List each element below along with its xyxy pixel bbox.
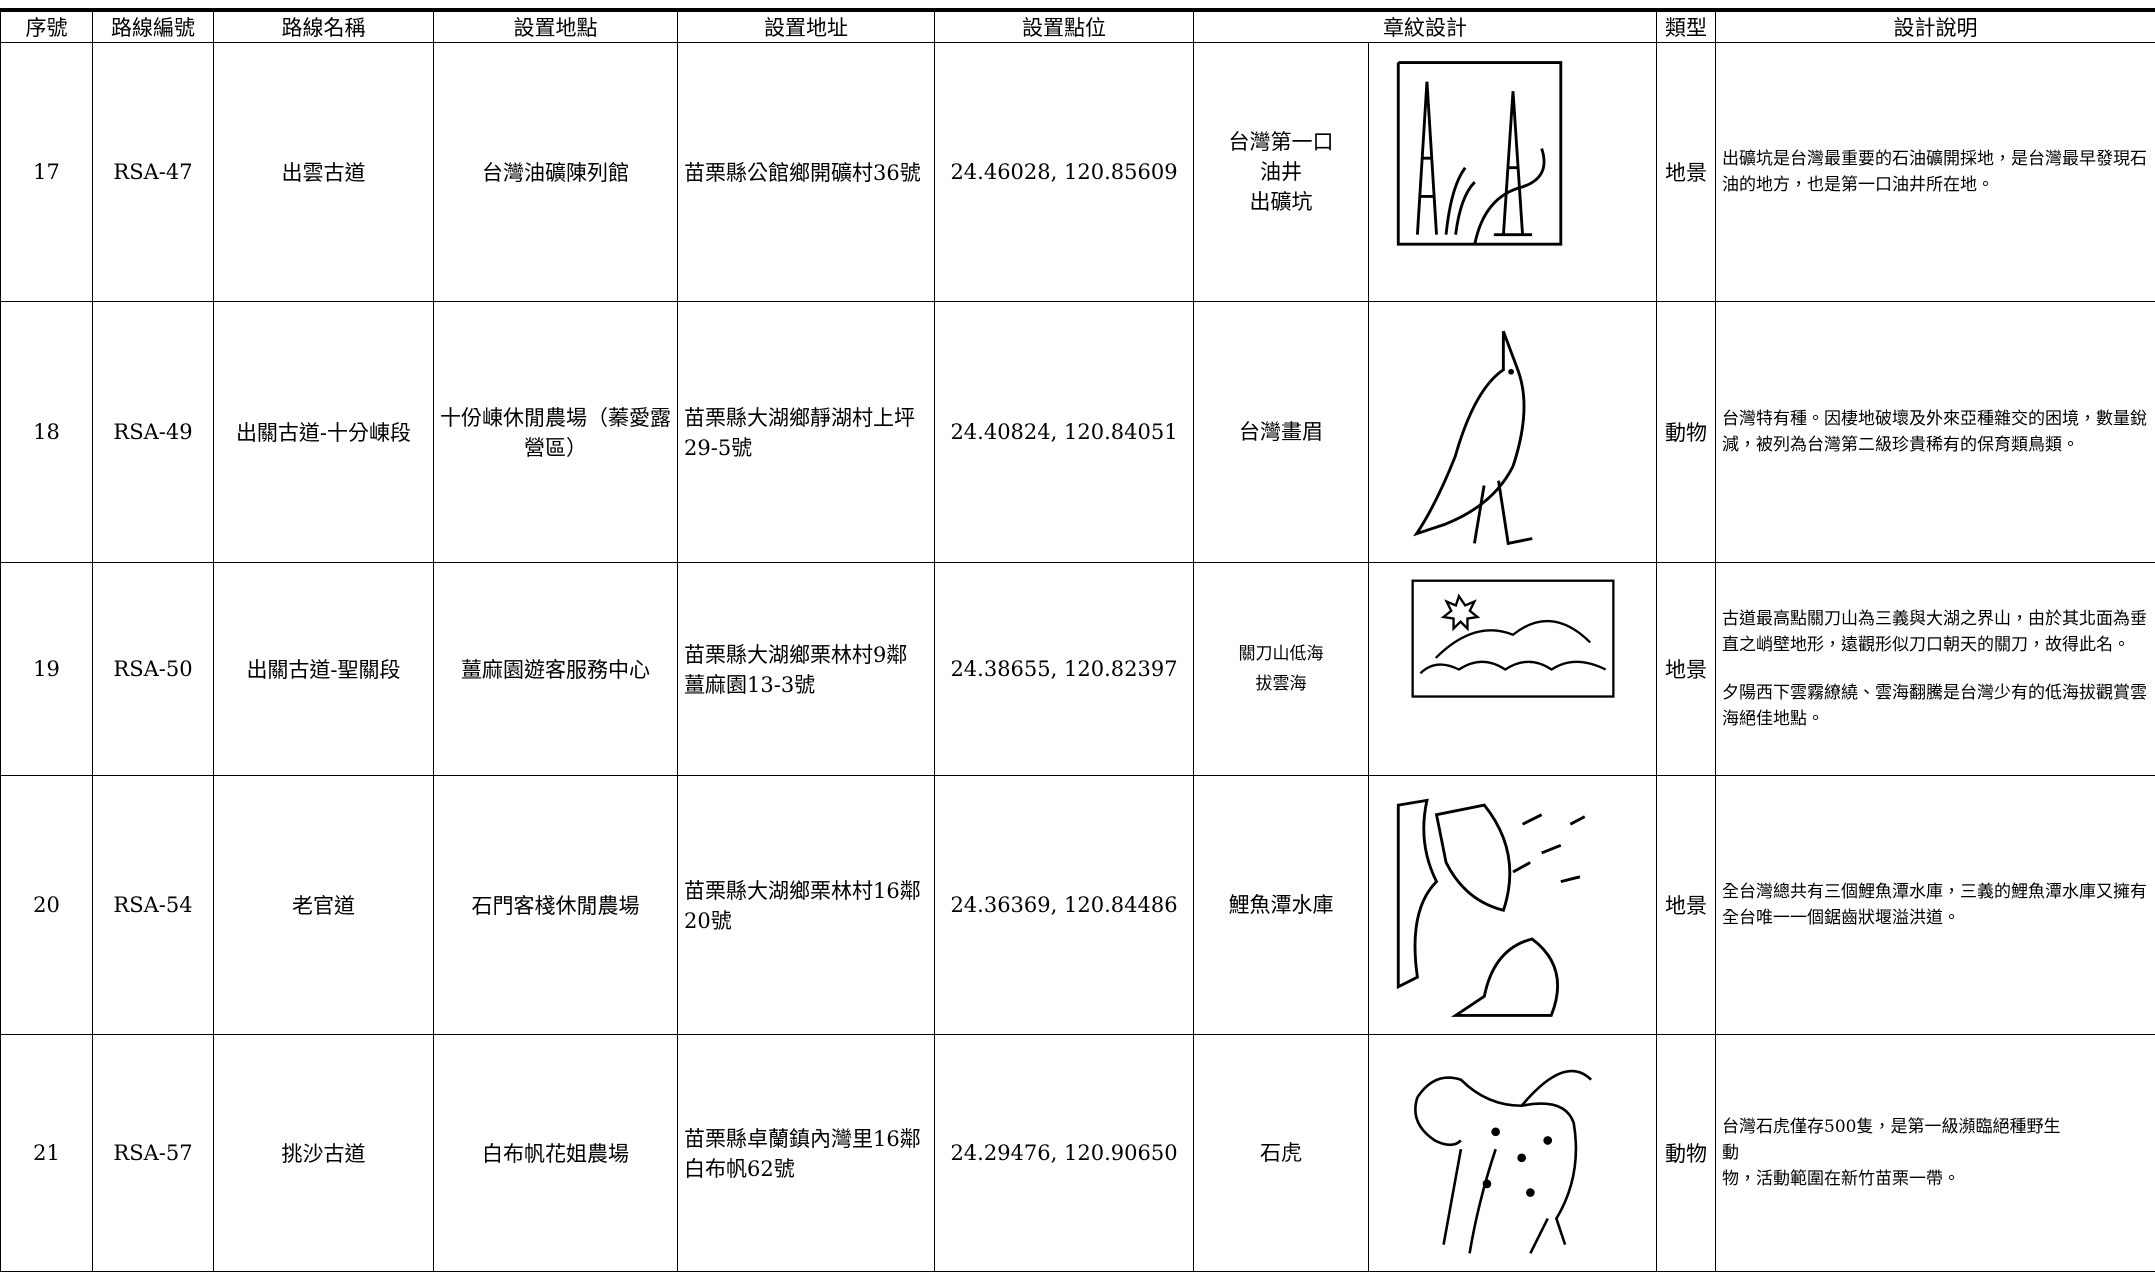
coordinates: 24.36369, 120.84486	[935, 776, 1194, 1035]
emblem-name: 台灣畫眉	[1194, 302, 1369, 563]
row-number: 19	[1, 563, 93, 776]
route-name: 出關古道-聖關段	[214, 563, 434, 776]
emblem-line: 關刀山低海	[1200, 639, 1362, 669]
row-number: 17	[1, 43, 93, 302]
category: 地景	[1657, 776, 1716, 1035]
emblem-line: 石虎	[1200, 1138, 1362, 1168]
header-cell: 類型	[1657, 12, 1716, 43]
place: 白布帆花姐農場	[434, 1035, 678, 1272]
description: 古道最高點關刀山為三義與大湖之界山，由於其北面為垂直之峭壁地形，遠觀形似刀口朝天…	[1716, 563, 2155, 776]
row-number: 20	[1, 776, 93, 1035]
emblem-name: 台灣第一口油井出礦坑	[1194, 43, 1369, 302]
description: 台灣特有種。因棲地破壞及外來亞種雜交的困境，數量銳減，被列為台灣第二級珍貴稀有的…	[1716, 302, 2155, 563]
emblem-drawing	[1378, 573, 1648, 766]
header-cell: 路線編號	[93, 12, 214, 43]
place: 薑麻園遊客服務中心	[434, 563, 678, 776]
route-code: RSA-54	[93, 776, 214, 1035]
emblem-image	[1369, 1035, 1657, 1272]
route-name: 老官道	[214, 776, 434, 1035]
row-number: 18	[1, 302, 93, 563]
route-code: RSA-57	[93, 1035, 214, 1272]
route-code: RSA-50	[93, 563, 214, 776]
description-text: 台灣特有種。因棲地破壞及外來亞種雜交的困境，數量銳減，被列為台灣第二級珍貴稀有的…	[1722, 406, 2149, 458]
description-text: 夕陽西下雲霧繚繞、雲海翻騰是台灣少有的低海拔觀賞雲海絕佳地點。	[1722, 680, 2149, 732]
address: 苗栗縣卓蘭鎮內灣里16鄰白布帆62號	[678, 1035, 935, 1272]
emblem-line: 拔雲海	[1200, 669, 1362, 699]
row-number: 21	[1, 1035, 93, 1272]
header-cell: 設置地點	[434, 12, 678, 43]
address: 苗栗縣大湖鄉靜湖村上坪29-5號	[678, 302, 935, 563]
description-text: 古道最高點關刀山為三義與大湖之界山，由於其北面為垂直之峭壁地形，遠觀形似刀口朝天…	[1722, 606, 2149, 658]
coordinates: 24.38655, 120.82397	[935, 563, 1194, 776]
emblem-drawing	[1378, 1045, 1648, 1262]
emblem-line: 台灣第一口	[1200, 127, 1362, 157]
category: 地景	[1657, 563, 1716, 776]
place: 石門客棧休閒農場	[434, 776, 678, 1035]
emblem-line: 台灣畫眉	[1200, 417, 1362, 447]
emblem-image	[1369, 302, 1657, 563]
category: 動物	[1657, 1035, 1716, 1272]
header-cell: 路線名稱	[214, 12, 434, 43]
emblem-drawing	[1378, 53, 1648, 292]
emblem-name: 鯉魚潭水庫	[1194, 776, 1369, 1035]
description: 台灣石虎僅存500隻，是第一級瀕臨絕種野生動物，活動範圍在新竹苗栗一帶。	[1716, 1035, 2155, 1272]
description: 出礦坑是台灣最重要的石油礦開採地，是台灣最早發現石油的地方，也是第一口油井所在地…	[1716, 43, 2155, 302]
description: 全台灣總共有三個鯉魚潭水庫，三義的鯉魚潭水庫又擁有全台唯一一個鋸齒狀堰溢洪道。	[1716, 776, 2155, 1035]
coordinates: 24.29476, 120.90650	[935, 1035, 1194, 1272]
emblem-image	[1369, 43, 1657, 302]
emblem-line: 出礦坑	[1200, 187, 1362, 217]
header-cell: 序號	[1, 12, 93, 43]
category: 地景	[1657, 43, 1716, 302]
category: 動物	[1657, 302, 1716, 563]
description-text: 物，活動範圍在新竹苗栗一帶。	[1722, 1166, 2149, 1192]
emblem-line: 油井	[1200, 157, 1362, 187]
emblem-image	[1369, 563, 1657, 776]
emblem-drawing	[1378, 786, 1648, 1025]
emblem-line: 鯉魚潭水庫	[1200, 890, 1362, 920]
emblem-name: 石虎	[1194, 1035, 1369, 1272]
coordinates: 24.46028, 120.85609	[935, 43, 1194, 302]
description-text: 動	[1722, 1140, 2149, 1166]
emblem-image	[1369, 776, 1657, 1035]
route-name: 出雲古道	[214, 43, 434, 302]
route-name: 出關古道-十分崠段	[214, 302, 434, 563]
place: 十份崠休閒農場（蓁愛露營區）	[434, 302, 678, 563]
description-text: 全台灣總共有三個鯉魚潭水庫，三義的鯉魚潭水庫又擁有全台唯一一個鋸齒狀堰溢洪道。	[1722, 879, 2149, 931]
header-cell: 設置點位	[935, 12, 1194, 43]
header-cell: 設置地址	[678, 12, 935, 43]
place: 台灣油礦陳列館	[434, 43, 678, 302]
route-name: 挑沙古道	[214, 1035, 434, 1272]
address: 苗栗縣大湖鄉栗林村9鄰薑麻園13-3號	[678, 563, 935, 776]
address: 苗栗縣公館鄉開礦村36號	[678, 43, 935, 302]
coordinates: 24.40824, 120.84051	[935, 302, 1194, 563]
description-text: 台灣石虎僅存500隻，是第一級瀕臨絕種野生	[1722, 1114, 2149, 1140]
route-code: RSA-49	[93, 302, 214, 563]
address: 苗栗縣大湖鄉栗林村16鄰20號	[678, 776, 935, 1035]
header-cell: 章紋設計	[1194, 12, 1657, 43]
header-row: 序號路線編號路線名稱設置地點設置地址設置點位章紋設計類型設計說明	[1, 12, 2155, 43]
emblem-name: 關刀山低海拔雲海	[1194, 563, 1369, 776]
emblem-drawing	[1378, 312, 1648, 553]
header-cell: 設計說明	[1716, 12, 2155, 43]
route-code: RSA-47	[93, 43, 214, 302]
description-text: 出礦坑是台灣最重要的石油礦開採地，是台灣最早發現石油的地方，也是第一口油井所在地…	[1722, 146, 2149, 198]
